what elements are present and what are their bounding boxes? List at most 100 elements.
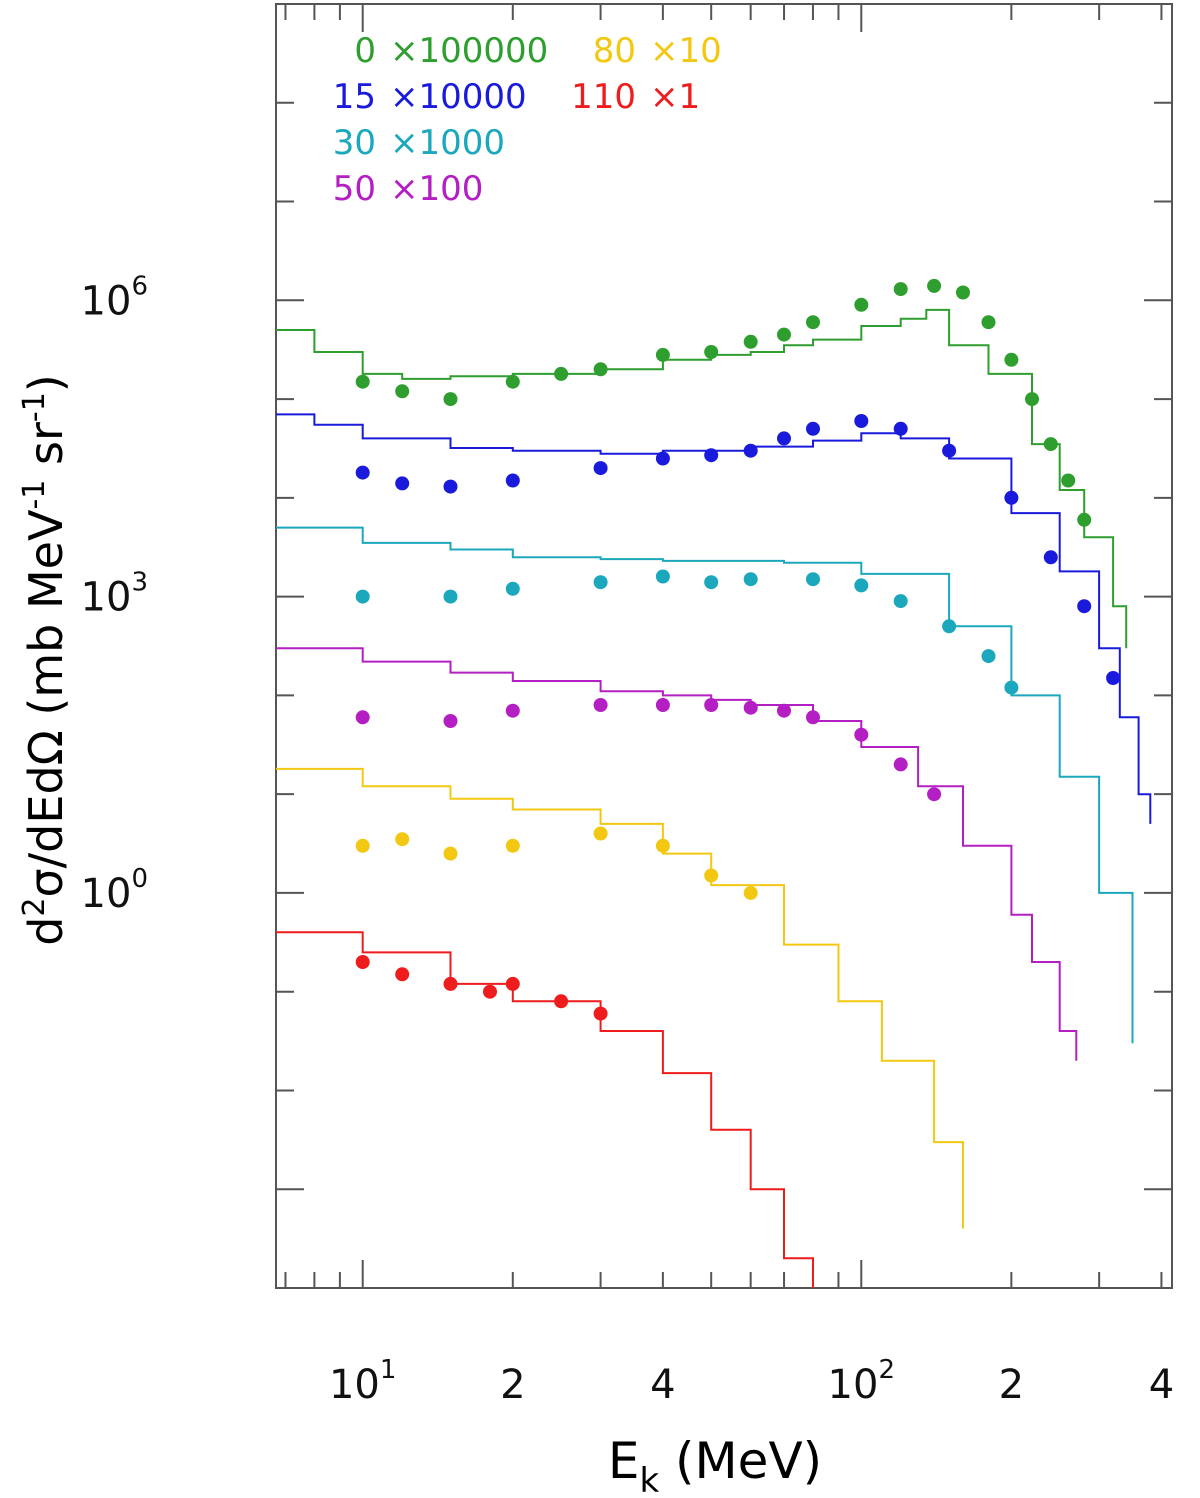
data-point-4 bbox=[743, 885, 758, 900]
data-point-0 bbox=[505, 374, 520, 389]
data-point-2 bbox=[743, 572, 758, 587]
x-axis-title-subscript: k bbox=[639, 1461, 659, 1498]
data-point-1 bbox=[655, 451, 670, 466]
legend: 0 ×100000 15 ×10000 30 ×1000 50 ×100 80 ×10 110 ×1 bbox=[333, 31, 722, 209]
data-point-4 bbox=[505, 838, 520, 853]
x-axis-title-unit: (MeV) bbox=[659, 1432, 822, 1490]
data-point-1 bbox=[355, 465, 370, 480]
legend-factor: ×100000 bbox=[390, 31, 548, 71]
legend-factor: ×100 bbox=[390, 169, 483, 209]
model-curve-4 bbox=[276, 767, 964, 1229]
data-point-2 bbox=[355, 589, 370, 604]
data-point-0 bbox=[981, 315, 996, 330]
data-point-4 bbox=[655, 838, 670, 853]
data-point-3 bbox=[505, 703, 520, 718]
data-point-0 bbox=[1077, 512, 1092, 527]
data-point-3 bbox=[443, 714, 458, 728]
data-point-4 bbox=[704, 868, 719, 883]
data-point-0 bbox=[704, 345, 719, 359]
data-point-1 bbox=[593, 461, 608, 476]
data-point-0 bbox=[1004, 352, 1019, 367]
data-point-0 bbox=[956, 285, 970, 300]
data-point-2 bbox=[593, 575, 608, 590]
data-point-1 bbox=[395, 476, 410, 491]
data-point-0 bbox=[1061, 473, 1076, 488]
data-point-2 bbox=[893, 594, 908, 609]
data-point-0 bbox=[355, 374, 370, 389]
data-point-1 bbox=[704, 448, 719, 463]
data-point-4 bbox=[355, 838, 370, 853]
data-point-1 bbox=[1043, 550, 1058, 565]
data-point-1 bbox=[806, 421, 820, 436]
data-point-1 bbox=[893, 421, 908, 436]
y-axis-title-part-4: -1 bbox=[17, 480, 52, 510]
data-point-3 bbox=[704, 698, 719, 712]
data-point-5 bbox=[443, 976, 458, 991]
data-point-0 bbox=[1043, 437, 1058, 452]
data-point-5 bbox=[505, 976, 520, 991]
data-point-5 bbox=[483, 984, 497, 999]
axis-ticks bbox=[276, 3, 1172, 1289]
data-point-0 bbox=[443, 392, 458, 407]
data-point-1 bbox=[854, 414, 869, 428]
data-points bbox=[355, 278, 1121, 1021]
legend-angle: 0 bbox=[354, 31, 376, 71]
data-point-5 bbox=[395, 967, 410, 982]
data-point-0 bbox=[806, 315, 820, 330]
data-point-3 bbox=[355, 710, 370, 725]
legend-angle: 15 bbox=[333, 77, 376, 117]
model-curve-2 bbox=[276, 526, 1134, 1044]
data-point-0 bbox=[593, 362, 608, 377]
y-axis-title-part-3: σ/dEdΩ (mb MeV bbox=[19, 509, 73, 897]
data-point-2 bbox=[655, 569, 670, 584]
x-tick-label: 4 bbox=[650, 1362, 675, 1408]
legend-angle: 30 bbox=[333, 123, 376, 163]
legend-angle: 50 bbox=[333, 169, 376, 209]
data-point-3 bbox=[806, 710, 820, 725]
data-point-2 bbox=[443, 589, 458, 604]
data-point-2 bbox=[854, 578, 869, 593]
x-tick-label: 4 bbox=[1149, 1362, 1174, 1408]
x-tick-label: 101 bbox=[329, 1355, 396, 1408]
model-curve-5 bbox=[276, 931, 814, 1288]
data-point-2 bbox=[806, 572, 820, 587]
data-point-3 bbox=[743, 700, 758, 715]
data-point-5 bbox=[554, 994, 569, 1009]
x-tick-label: 2 bbox=[500, 1362, 525, 1408]
legend-angle: 80 bbox=[593, 31, 636, 71]
data-point-1 bbox=[443, 479, 458, 494]
y-tick-label: 106 bbox=[81, 271, 148, 324]
data-point-3 bbox=[655, 698, 670, 712]
y-axis-title-part-7: ) bbox=[19, 374, 73, 392]
y-axis-title-part-2: 2 bbox=[17, 897, 52, 916]
data-point-4 bbox=[593, 826, 608, 841]
data-point-1 bbox=[505, 473, 520, 488]
data-point-5 bbox=[355, 955, 370, 969]
y-tick-label: 103 bbox=[81, 568, 148, 621]
data-point-1 bbox=[1106, 671, 1121, 685]
data-point-4 bbox=[395, 832, 410, 847]
legend-factor: ×1 bbox=[650, 77, 700, 117]
model-curve-0 bbox=[276, 308, 1128, 649]
data-point-0 bbox=[395, 384, 410, 399]
legend-factor: ×10000 bbox=[390, 77, 527, 117]
model-curve-1 bbox=[276, 413, 1152, 824]
data-point-0 bbox=[854, 297, 869, 312]
model-curve-3 bbox=[276, 647, 1078, 1061]
y-tick-label: 100 bbox=[81, 864, 148, 917]
legend-angle: 110 bbox=[571, 77, 636, 117]
data-point-1 bbox=[743, 443, 758, 458]
data-point-0 bbox=[655, 347, 670, 362]
y-axis-title-part-6: -1 bbox=[17, 392, 52, 422]
tick-labels: 101 2 4 102 2 4 106 103 100 bbox=[81, 271, 1175, 1408]
data-point-3 bbox=[777, 703, 791, 718]
data-point-1 bbox=[1077, 599, 1092, 614]
data-point-2 bbox=[942, 619, 957, 634]
model-curves bbox=[276, 308, 1152, 1288]
data-point-1 bbox=[942, 443, 957, 458]
y-axis-title-part-1: d bbox=[19, 917, 73, 946]
y-axis-title-part-5: sr bbox=[19, 422, 73, 480]
data-point-0 bbox=[893, 282, 908, 297]
data-point-0 bbox=[743, 334, 758, 349]
